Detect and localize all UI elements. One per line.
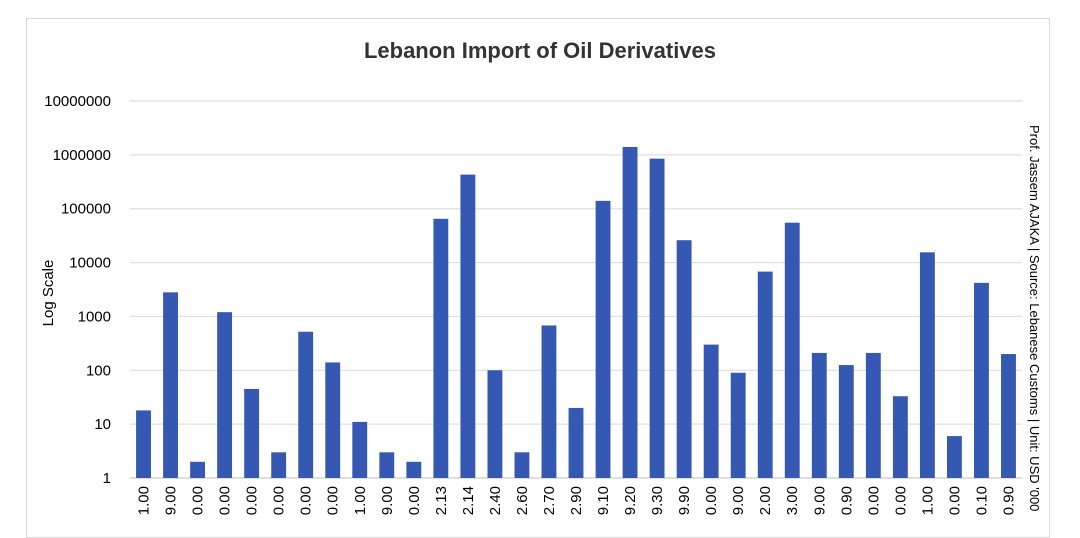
bar <box>352 421 368 478</box>
y-tick-label: 10000000 <box>44 93 111 110</box>
y-tick-label: 1000000 <box>53 147 111 164</box>
bar <box>163 292 178 478</box>
x-tick-label: 0.00 <box>406 486 423 515</box>
bar <box>595 200 611 479</box>
x-tick-label: 9.30 <box>649 486 666 515</box>
bar <box>622 146 638 478</box>
bar <box>244 388 260 478</box>
y-tick-label: 1000 <box>78 308 111 325</box>
x-tick-label: 2.70 <box>541 486 558 515</box>
bar <box>298 331 314 478</box>
x-tick-label: 2.00 <box>757 486 774 515</box>
bar <box>136 410 151 478</box>
x-tick-label: 2.40 <box>487 486 504 515</box>
x-tick-label: 0.00 <box>865 486 882 515</box>
bar <box>379 452 395 478</box>
bar <box>514 452 530 478</box>
bar <box>433 218 449 479</box>
bar <box>541 325 557 478</box>
x-tick-label: 0.00 <box>217 486 234 515</box>
x-tick-label: 1.00 <box>919 486 936 515</box>
x-tick-label: 2.90 <box>568 486 585 515</box>
x-tick-label: 0.00 <box>298 486 315 515</box>
x-tick-label: 9.90 <box>676 486 693 515</box>
bar <box>757 271 773 478</box>
bar <box>649 158 665 478</box>
bar <box>568 407 584 478</box>
y-tick-labels: 1 10 100 1000 10000 100000 1000000 10000000 <box>44 93 111 487</box>
x-tick-label: 0.00 <box>946 486 963 515</box>
bar <box>190 461 206 478</box>
x-tick-labels: 1.00 9.00 0.00 0.00 0.00 0.00 0.00 0.00 1.00 9.00… <box>136 486 1018 515</box>
x-tick-label: 2.13 <box>433 486 450 515</box>
x-tick-label: 1.00 <box>352 486 369 515</box>
x-tick-label: 0.90 <box>1000 486 1017 515</box>
bar <box>784 222 800 478</box>
x-tick-label: 0.00 <box>271 486 288 515</box>
x-tick-label: 0.00 <box>244 486 261 515</box>
bar <box>460 174 476 479</box>
x-tick-label: 9.00 <box>379 486 396 515</box>
bar <box>811 352 827 478</box>
source-note: Prof. Jassem AJAKA | Source: Lebanese Cu… <box>1027 125 1042 511</box>
bar <box>406 461 422 478</box>
bar <box>974 282 989 478</box>
bar <box>892 396 908 478</box>
chart-title: Lebanon Import of Oil Derivatives <box>364 38 716 63</box>
y-tick-label: 100 <box>86 362 111 379</box>
bar <box>217 312 233 478</box>
y-axis-title: Log Scale <box>40 260 57 327</box>
x-tick-label: 9.10 <box>595 486 612 515</box>
bar <box>919 252 935 478</box>
x-tick-label: 1.00 <box>136 486 153 515</box>
bars <box>136 146 1016 479</box>
x-tick-label: 9.00 <box>811 486 828 515</box>
x-tick-label: 0.00 <box>892 486 909 515</box>
y-tick-label: 10 <box>94 416 111 433</box>
bar <box>271 452 287 478</box>
x-tick-label: 9.00 <box>163 486 180 515</box>
bar <box>838 365 854 478</box>
bar <box>730 372 746 478</box>
x-tick-label: 0.00 <box>325 486 342 515</box>
x-tick-label: 2.14 <box>460 486 477 515</box>
x-tick-label: 9.00 <box>730 486 747 515</box>
y-tick-label: 100000 <box>61 201 111 218</box>
bar <box>703 344 719 478</box>
x-tick-label: 9.20 <box>622 486 639 515</box>
bar <box>325 362 341 478</box>
bar <box>487 370 503 478</box>
bar <box>946 436 962 478</box>
x-tick-label: 0.00 <box>703 486 720 515</box>
x-tick-label: 0.90 <box>838 486 855 515</box>
bar <box>676 240 692 478</box>
x-tick-label: 0.00 <box>190 486 207 515</box>
bar <box>865 352 881 478</box>
x-tick-label: 0.10 <box>973 486 990 515</box>
y-tick-label: 1 <box>103 470 111 487</box>
bar <box>1001 354 1016 478</box>
x-tick-label: 3.00 <box>784 486 801 515</box>
x-tick-label: 2.60 <box>514 486 531 515</box>
y-tick-label: 10000 <box>69 255 111 272</box>
